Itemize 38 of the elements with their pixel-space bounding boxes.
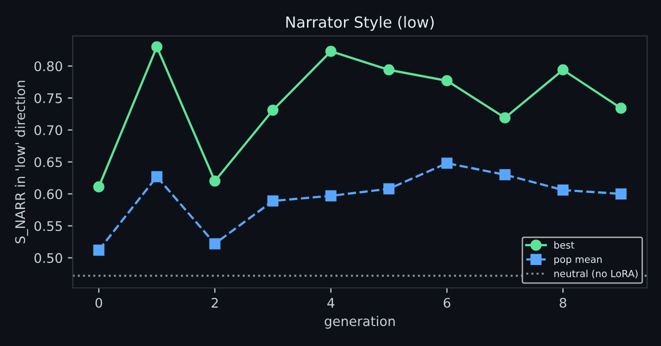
ref-line-label: neutral (no LoRA) bbox=[554, 270, 638, 278]
x-tick-label: 8 bbox=[560, 298, 566, 308]
y-tick-label: 0.60 bbox=[34, 189, 62, 200]
point bbox=[499, 169, 511, 180]
y-tick-label: 0.65 bbox=[34, 157, 62, 168]
point bbox=[325, 190, 336, 202]
point bbox=[383, 183, 394, 194]
point bbox=[151, 41, 162, 52]
chart-title: Narrator Style (low) bbox=[286, 16, 434, 31]
point bbox=[209, 238, 220, 250]
point bbox=[267, 195, 278, 206]
point bbox=[499, 112, 511, 124]
x-tick-label: 6 bbox=[444, 298, 450, 308]
x-tick-label: 4 bbox=[327, 298, 334, 308]
point bbox=[93, 181, 104, 192]
x-axis-title: generation bbox=[324, 316, 395, 329]
legend-label: best bbox=[554, 241, 574, 249]
y-tick-label: 0.55 bbox=[34, 221, 62, 232]
point bbox=[615, 102, 627, 114]
y-tick-label: 0.75 bbox=[34, 93, 62, 104]
y-axis-title: S_NARR in 'low' direction bbox=[14, 80, 28, 244]
point bbox=[615, 188, 627, 200]
y-tick-label: 0.80 bbox=[34, 61, 62, 72]
point bbox=[209, 176, 220, 187]
point bbox=[151, 171, 162, 182]
point bbox=[93, 244, 104, 256]
x-tick-label: 0 bbox=[95, 298, 102, 308]
point bbox=[441, 75, 452, 86]
y-tick-label: 0.50 bbox=[34, 253, 62, 264]
point bbox=[557, 64, 569, 76]
legend-label: pop mean bbox=[554, 257, 602, 265]
x-tick-label: 2 bbox=[212, 298, 218, 308]
point bbox=[557, 184, 569, 196]
y-tick-label: 0.70 bbox=[34, 125, 62, 136]
point bbox=[325, 46, 336, 57]
point bbox=[441, 158, 452, 169]
point bbox=[383, 64, 394, 76]
point bbox=[267, 104, 278, 116]
